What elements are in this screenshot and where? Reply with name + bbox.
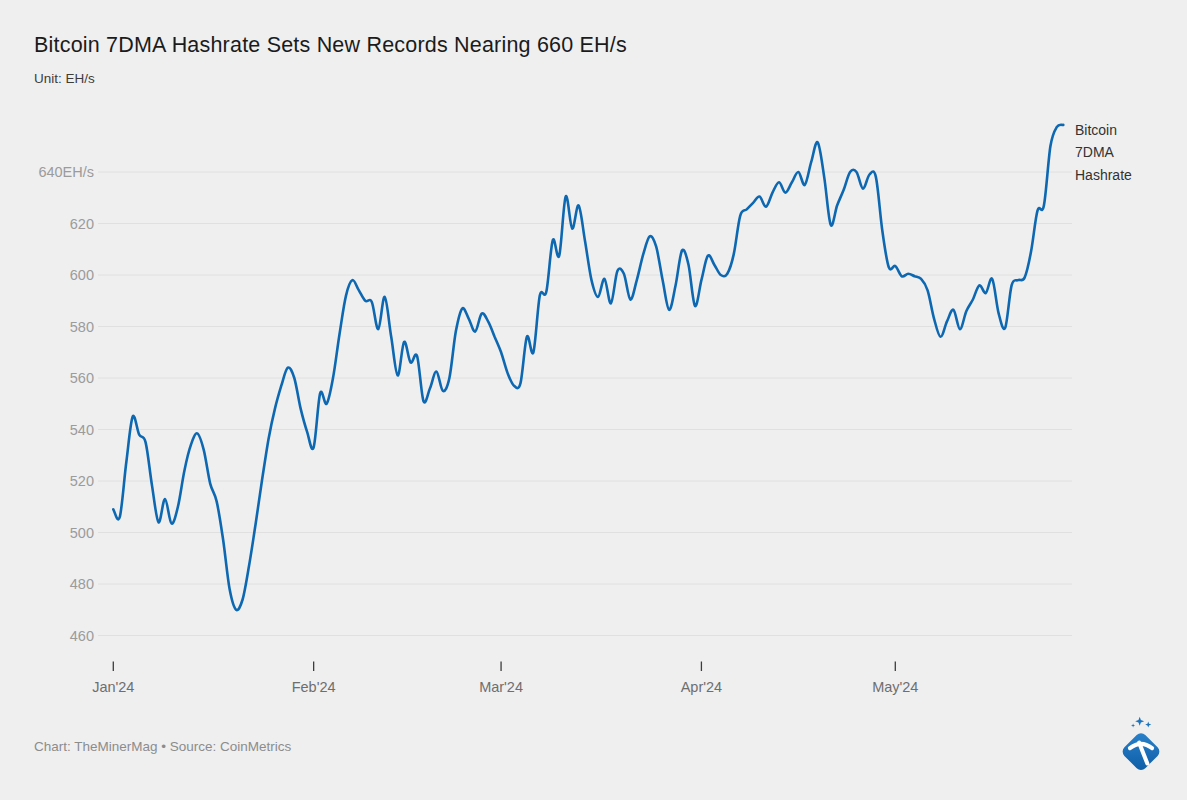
y-tick-label: 520 (0, 472, 94, 490)
legend-line-3: Hashrate (1075, 164, 1132, 186)
logo-sparkles (1131, 717, 1151, 728)
x-tick-label: Jan'24 (78, 678, 148, 696)
y-tick-label: 620 (0, 215, 94, 233)
x-tick-label: Feb'24 (279, 678, 349, 696)
y-tick-label: 640EH/s (0, 163, 94, 181)
source-credit: Chart: TheMinerMag • Source: CoinMetrics (34, 739, 291, 754)
y-tick-label: 460 (0, 627, 94, 645)
legend-line-1: Bitcoin (1075, 119, 1132, 141)
theminermag-logo (1112, 716, 1170, 778)
chart-figure: Bitcoin 7DMA Hashrate Sets New Records N… (0, 0, 1187, 800)
plot-area (0, 0, 1187, 800)
x-tick-label: May'24 (860, 678, 930, 696)
y-tick-label: 540 (0, 421, 94, 439)
y-tick-label: 560 (0, 369, 94, 387)
y-tick-label: 480 (0, 575, 94, 593)
hashrate-line-series (113, 125, 1063, 610)
series-legend: Bitcoin 7DMA Hashrate (1075, 119, 1132, 186)
x-tick-label: Mar'24 (466, 678, 536, 696)
y-tick-label: 500 (0, 524, 94, 542)
x-tick-label: Apr'24 (666, 678, 736, 696)
y-tick-label: 580 (0, 318, 94, 336)
legend-line-2: 7DMA (1075, 141, 1132, 163)
y-tick-label: 600 (0, 266, 94, 284)
